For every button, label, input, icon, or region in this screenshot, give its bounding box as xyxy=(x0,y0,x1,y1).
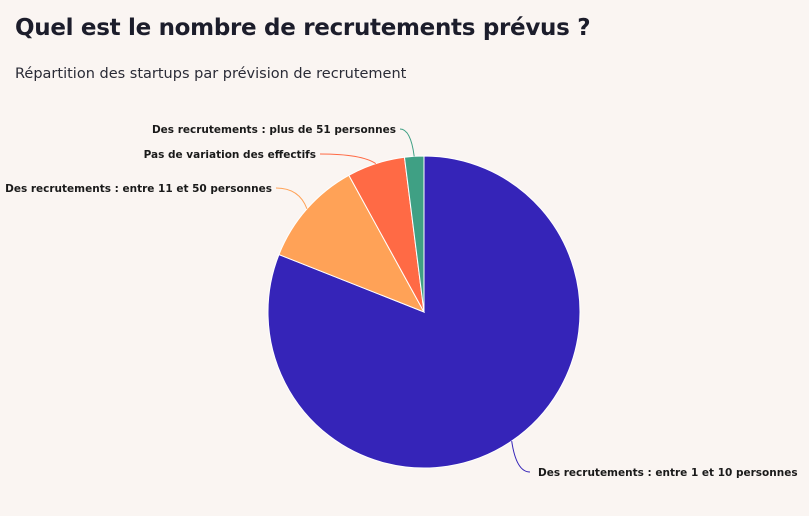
slice-label: Des recrutements : entre 1 et 10 personn… xyxy=(538,467,798,479)
chart-title: Quel est le nombre de recrutements prévu… xyxy=(15,15,591,41)
label-connector xyxy=(399,128,415,157)
pie-slice[interactable] xyxy=(278,174,426,313)
label-connector xyxy=(511,440,531,473)
slice-label: Des recrutements : entre 11 et 50 person… xyxy=(5,183,272,195)
chart-subtitle: Répartition des startups par prévision d… xyxy=(15,66,407,82)
slice-label: Des recrutements : plus de 51 personnes xyxy=(152,124,396,136)
label-connector xyxy=(319,153,377,165)
slice-label: Pas de variation des effectifs xyxy=(144,149,316,161)
pie-slice[interactable] xyxy=(267,155,581,469)
label-connector xyxy=(275,187,308,210)
